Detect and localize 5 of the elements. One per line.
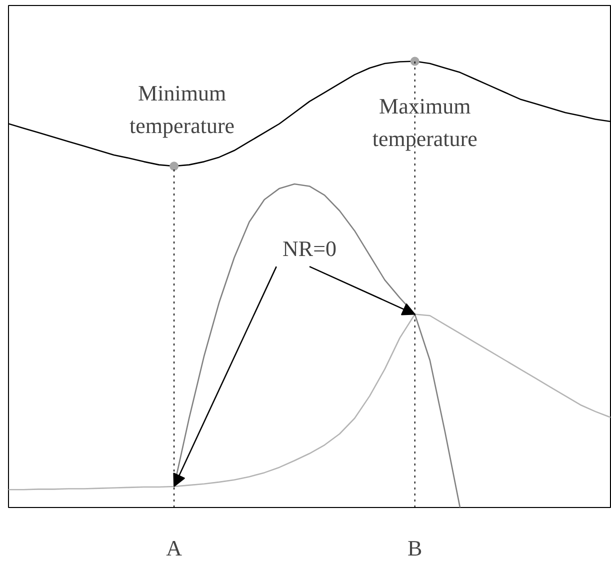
annotation: Minimum temperature <box>130 80 235 138</box>
annotation: Maximum temperature <box>372 93 478 151</box>
x-tick-label: A <box>166 536 182 560</box>
x-tick-label: B <box>408 536 422 560</box>
annotation: NR=0 <box>282 236 336 262</box>
